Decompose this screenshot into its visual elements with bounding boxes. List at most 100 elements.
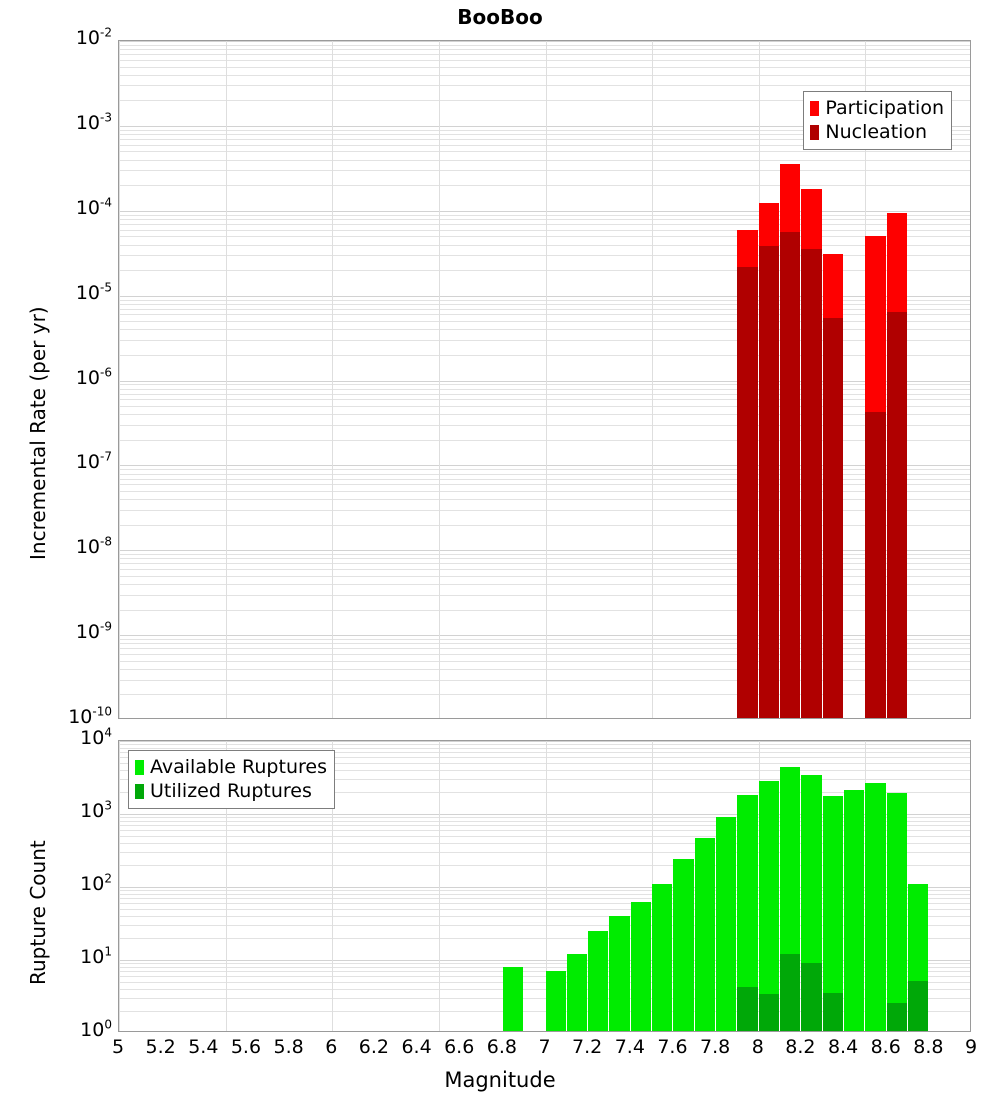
gridline-minor (119, 304, 970, 305)
gridline-minor (119, 45, 970, 46)
x-tick-label: 6.6 (444, 1036, 475, 1058)
bar-nucleation (865, 412, 886, 718)
legend-swatch-nucleation (810, 124, 820, 140)
gridline-major (119, 465, 970, 466)
legend-item: Participation (810, 96, 944, 120)
gridline-minor (119, 355, 970, 356)
bar-utilized-ruptures (801, 963, 822, 1031)
gridline-minor (119, 151, 970, 152)
x-tick-label: 5.8 (273, 1036, 304, 1058)
gridline-minor (119, 595, 970, 596)
gridline-minor (119, 792, 970, 793)
bar-nucleation (758, 246, 780, 718)
gridline-minor (119, 340, 970, 341)
x-tick-label: 6.2 (358, 1036, 389, 1058)
y-tick-label: 100 (80, 1017, 112, 1041)
legend-label: Utilized Ruptures (150, 779, 312, 802)
gridline-vertical (439, 41, 440, 718)
gridline-minor (119, 525, 970, 526)
x-tick-label: 6.4 (401, 1036, 432, 1058)
legend-item: Utilized Ruptures (135, 779, 327, 803)
bar-nucleation (886, 311, 908, 718)
gridline-vertical (226, 741, 227, 1031)
legend-incremental-rate: Participation Nucleation (803, 91, 952, 150)
gridline-minor (119, 236, 970, 237)
x-tick-label: 5.4 (188, 1036, 219, 1058)
legend-label: Available Ruptures (150, 755, 327, 778)
gridline-minor (119, 255, 970, 256)
x-tick-label: 7.2 (572, 1036, 603, 1058)
gridline-minor (119, 67, 970, 68)
x-tick-label: 7.8 (699, 1036, 731, 1058)
gridline-major (119, 211, 970, 212)
gridline-minor (119, 406, 970, 407)
bar-utilized-ruptures (780, 954, 801, 1031)
bar-available-ruptures (758, 781, 780, 1031)
bar-utilized-ruptures (908, 980, 929, 1031)
gridline-minor (119, 479, 970, 480)
bar-nucleation (822, 317, 844, 718)
gridline-minor (119, 770, 970, 771)
gridline-minor (119, 643, 970, 644)
gridline-minor (119, 160, 970, 161)
gridline-minor (119, 890, 970, 891)
gridline-minor (119, 309, 970, 310)
bar-available-ruptures (630, 901, 652, 1031)
bar-available-ruptures (502, 967, 524, 1031)
bar-available-ruptures (716, 817, 737, 1031)
bar-available-ruptures (609, 916, 630, 1031)
gridline-minor (119, 569, 970, 570)
gridline-minor (119, 757, 970, 758)
gridline-minor (119, 300, 970, 301)
gridline-minor (119, 894, 970, 895)
gridline-minor (119, 484, 970, 485)
x-tick-label: 7.4 (614, 1036, 645, 1058)
x-tick-label: 6.8 (486, 1036, 517, 1058)
gridline-minor (119, 843, 970, 844)
gridline-minor (119, 639, 970, 640)
bar-nucleation (780, 232, 801, 718)
y-tick-label: 10-5 (75, 280, 112, 304)
gridline-minor (119, 836, 970, 837)
gridline-minor (119, 763, 970, 764)
gridline-minor (119, 510, 970, 511)
y-tick-label: 10-2 (75, 25, 112, 49)
gridline-minor (119, 49, 970, 50)
bar-available-ruptures (545, 971, 566, 1031)
gridline-major (119, 887, 970, 888)
x-tick-label: 5.2 (145, 1036, 176, 1058)
x-tick-label: 5 (111, 1036, 125, 1058)
gridline-minor (119, 563, 970, 564)
gridline-minor (119, 821, 970, 822)
x-tick-label: 8.8 (913, 1036, 944, 1058)
bar-available-ruptures (566, 954, 588, 1031)
gridline-minor (119, 610, 970, 611)
y-tick-label: 10-4 (75, 195, 112, 219)
legend-rupture-count: Available Ruptures Utilized Ruptures (128, 750, 335, 809)
gridline-minor (119, 389, 970, 390)
gridline-minor (119, 224, 970, 225)
gridline-minor (119, 779, 970, 780)
gridline-minor (119, 474, 970, 475)
gridline-major (119, 741, 970, 742)
gridline-minor (119, 130, 970, 131)
y-axis-label-top: Incremental Rate (per yr) (26, 306, 50, 560)
x-tick-label: 8 (751, 1036, 764, 1058)
gridline-minor (119, 1011, 970, 1012)
gridline-minor (119, 830, 970, 831)
gridline-minor (119, 145, 970, 146)
gridline-minor (119, 139, 970, 140)
legend-swatch-available (135, 759, 144, 775)
gridline-minor (119, 230, 970, 231)
x-tick-label: 5.6 (230, 1036, 262, 1058)
gridline-minor (119, 185, 970, 186)
x-tick-label: 7.6 (657, 1036, 688, 1058)
gridline-minor (119, 469, 970, 470)
gridline-minor (119, 584, 970, 585)
bar-available-ruptures (865, 782, 886, 1031)
gridline-minor (119, 100, 970, 101)
gridline-vertical (652, 41, 653, 718)
gridline-minor (119, 916, 970, 917)
gridline-vertical (332, 741, 333, 1031)
